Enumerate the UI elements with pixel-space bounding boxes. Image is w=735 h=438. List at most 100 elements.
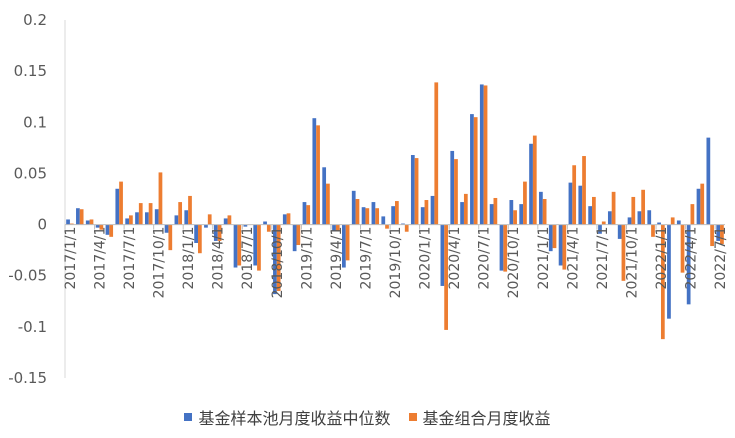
bar-median (371, 202, 376, 225)
bar-portfolio (720, 224, 724, 244)
bar-median (76, 208, 80, 225)
bar-median (322, 167, 327, 225)
bar-median (135, 212, 139, 225)
bar-median (598, 224, 602, 234)
bar-median (204, 224, 208, 228)
x-tick-label: 2021/7/1 (595, 227, 611, 290)
y-tick-label: -0.15 (8, 369, 47, 387)
bar-portfolio (395, 201, 399, 225)
x-tick-label: 2018/4/1 (211, 227, 227, 290)
bar-median (292, 224, 297, 252)
bar-median (381, 216, 386, 225)
bar-median (676, 220, 681, 225)
bar-portfolio (641, 189, 646, 225)
bar-portfolio (483, 85, 488, 225)
y-tick-label: -0.1 (18, 318, 47, 336)
bar-portfolio (227, 215, 232, 225)
bar-portfolio (404, 224, 409, 232)
bar-portfolio (414, 158, 419, 225)
bar-median (667, 224, 671, 319)
bar-portfolio (532, 135, 537, 225)
bar-median (125, 218, 130, 225)
bar-portfolio (513, 210, 517, 225)
bar-portfolio (592, 196, 596, 225)
x-tick-label: 2021/10/1 (624, 227, 640, 299)
bar-portfolio (276, 224, 281, 292)
bar-portfolio (621, 224, 626, 281)
bar-portfolio (651, 224, 655, 237)
bar-portfolio (631, 196, 636, 225)
bar-portfolio (188, 195, 192, 225)
legend-item-portfolio: 基金组合月度收益 (408, 405, 551, 429)
bar-median (410, 155, 415, 225)
bar-portfolio (434, 82, 439, 225)
bar-median (696, 188, 701, 225)
bar-median (351, 190, 356, 225)
x-tick-label: 2020/7/1 (477, 227, 493, 290)
bar-median (706, 137, 711, 225)
bar-portfolio (355, 199, 360, 225)
bar-portfolio (690, 204, 695, 225)
bar-portfolio (582, 156, 586, 225)
legend-swatch-portfolio (408, 413, 417, 421)
bar-portfolio (89, 219, 94, 225)
bar-portfolio (99, 224, 104, 230)
bar-median (539, 191, 543, 225)
bar-portfolio (503, 224, 508, 272)
legend: 基金样本池月度收益中位数 基金组合月度收益 (0, 405, 735, 429)
x-tick-label: 2019/7/1 (358, 227, 374, 290)
bar-median (519, 204, 524, 225)
bar-median (430, 195, 435, 225)
bar-portfolio (562, 224, 567, 270)
x-tick-label: 2020/1/1 (418, 227, 434, 290)
bar-portfolio (710, 224, 714, 247)
bar-median (470, 114, 474, 225)
bar-median (243, 224, 248, 227)
bar-median (607, 211, 612, 225)
y-tick-label: 0.05 (14, 164, 47, 182)
bar-portfolio (345, 224, 350, 261)
bar-portfolio (601, 221, 606, 225)
bar-portfolio (138, 203, 143, 225)
y-tick-label: -0.05 (8, 267, 47, 285)
bar-portfolio (660, 224, 665, 340)
bar-portfolio (197, 224, 202, 254)
bar-portfolio (523, 181, 527, 225)
bar-portfolio (286, 213, 291, 225)
bar-portfolio (572, 165, 577, 225)
x-tick-label: 2021/1/1 (536, 227, 552, 290)
x-tick-label: 2018/10/1 (270, 227, 286, 299)
bar-portfolio (316, 125, 320, 225)
bar-median (647, 210, 652, 225)
bar-median (194, 224, 198, 243)
bar-portfolio (296, 224, 301, 246)
legend-label-portfolio: 基金组合月度收益 (422, 409, 551, 428)
x-tick-label: 2022/4/1 (684, 227, 700, 290)
bar-portfolio (335, 224, 340, 231)
bar-median (657, 222, 661, 225)
bar-median (66, 219, 70, 225)
bar-median (105, 224, 110, 235)
bar-median (253, 224, 258, 266)
bar-median (115, 188, 120, 225)
bar-portfolio (700, 183, 705, 225)
bar-median (499, 224, 504, 271)
x-tick-label: 2019/4/1 (329, 227, 345, 290)
bar-median (263, 221, 267, 225)
bar-portfolio (178, 202, 183, 225)
bar-portfolio (611, 191, 616, 225)
bar-median (420, 207, 425, 225)
x-tick-label: 2017/1/1 (63, 227, 79, 290)
bar-portfolio (266, 224, 271, 232)
bar-median (637, 211, 642, 225)
bar-median (440, 224, 445, 286)
bar-portfolio (207, 214, 212, 225)
bar-portfolio (306, 205, 311, 225)
x-tick-label: 2021/4/1 (565, 227, 581, 290)
bar-median (184, 210, 189, 225)
bar-portfolio (365, 208, 370, 225)
bar-median (450, 150, 455, 225)
bar-portfolio (493, 197, 498, 225)
bar-portfolio (79, 209, 84, 225)
